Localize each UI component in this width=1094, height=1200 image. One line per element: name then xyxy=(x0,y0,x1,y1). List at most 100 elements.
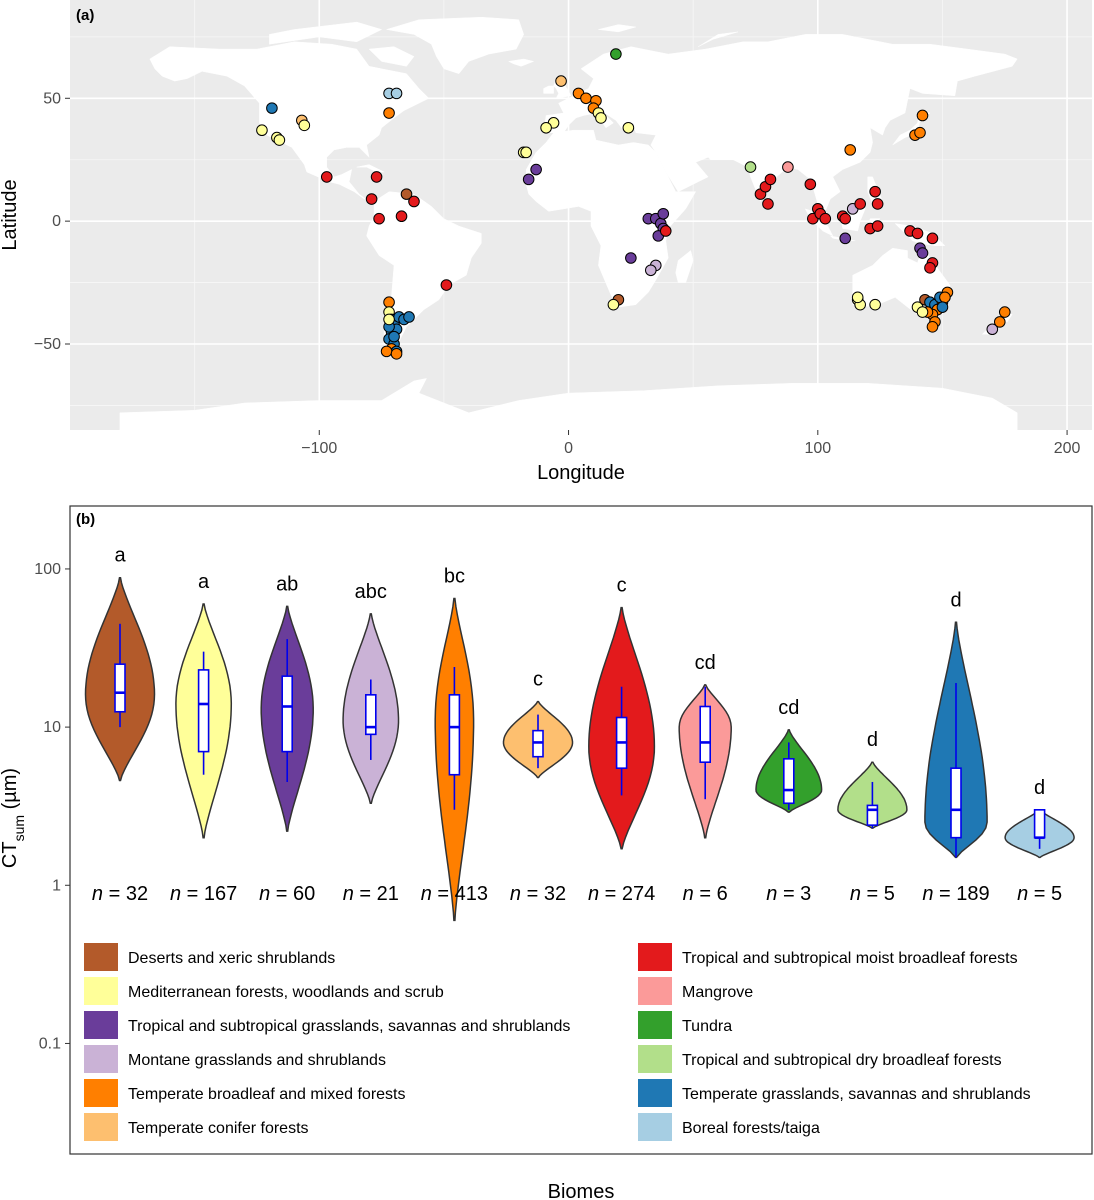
panel-b-violin: 0.1 1 10 100 a a ab abc bc c c cd cd d d d n = 32 n = 1… xyxy=(0,505,1093,1200)
land-cuba xyxy=(356,164,385,173)
map-point xyxy=(388,330,400,343)
map-point xyxy=(916,109,929,122)
map-point xyxy=(914,126,926,139)
land-iceland xyxy=(508,58,534,67)
map-point xyxy=(610,48,622,60)
sample-size-label: n = 32 xyxy=(510,883,566,905)
land-baffin xyxy=(368,46,415,67)
significance-letter: a xyxy=(114,545,126,567)
significance-letter: d xyxy=(1034,777,1045,799)
map-point xyxy=(936,301,949,313)
panel-b-label: (b) xyxy=(76,511,95,528)
map-point xyxy=(744,161,757,173)
box-iqr xyxy=(699,705,712,763)
significance-letter: c xyxy=(617,575,627,597)
map-point xyxy=(580,92,592,105)
box-iqr xyxy=(364,694,377,736)
significance-letter: bc xyxy=(444,566,465,588)
map-point xyxy=(373,212,385,225)
violin-x-axis-title: Biomes xyxy=(548,1181,615,1200)
significance-letter: d xyxy=(950,589,961,611)
box-iqr xyxy=(1033,809,1046,839)
map-point xyxy=(644,264,657,277)
map-point xyxy=(395,210,408,223)
land-antarctica xyxy=(119,378,1018,431)
sample-size-label: n = 6 xyxy=(683,883,728,905)
legend-label: Tropical and subtropical moist broadleaf… xyxy=(682,950,1018,967)
map-point xyxy=(320,171,333,183)
map-point xyxy=(400,188,413,200)
sample-size-label: n = 21 xyxy=(343,883,399,905)
map-point xyxy=(871,198,884,210)
map-point xyxy=(839,212,852,225)
sample-size-label: n = 274 xyxy=(588,883,655,905)
map-point xyxy=(365,193,378,205)
box-iqr xyxy=(866,804,879,826)
map-point xyxy=(530,163,542,176)
legend-label: Temperate conifer forests xyxy=(128,1120,309,1137)
legend-swatch xyxy=(84,943,118,971)
map-y-tick-label: 0 xyxy=(52,213,61,230)
map-point xyxy=(595,112,607,124)
land-novaya-zemlya xyxy=(697,31,739,47)
violin-y-ticks: 0.1 1 10 100 xyxy=(34,561,70,1052)
significance-letter: ab xyxy=(276,573,298,595)
box-iqr xyxy=(197,669,210,753)
legend-swatch xyxy=(84,1079,118,1107)
map-point xyxy=(926,321,939,333)
violin-y-tick-label: 10 xyxy=(43,719,61,736)
land-svalbard xyxy=(598,24,637,33)
map-point xyxy=(993,316,1006,328)
map-point xyxy=(782,161,794,173)
legend: Deserts and xeric shrublands Mediterranea… xyxy=(84,943,1031,1141)
sample-size-label: n = 167 xyxy=(170,883,237,905)
map-point xyxy=(383,296,395,309)
land-greenland xyxy=(386,16,524,74)
land-north-america xyxy=(149,41,430,202)
significance-letter: c xyxy=(533,669,543,691)
map-point xyxy=(926,232,939,245)
sample-size-label: n = 413 xyxy=(421,883,488,905)
legend-swatch xyxy=(84,977,118,1005)
map-point xyxy=(659,225,672,237)
map-point xyxy=(440,279,453,291)
box-iqr xyxy=(281,675,294,753)
map-point xyxy=(555,75,567,87)
map-point xyxy=(839,232,852,245)
box-iqr xyxy=(782,758,795,805)
violin-y-tick-label: 100 xyxy=(34,561,61,578)
map-x-tick-label: 0 xyxy=(564,440,573,457)
map-point xyxy=(256,124,268,137)
significance-letter: cd xyxy=(778,697,799,719)
box-iqr xyxy=(950,767,962,839)
map-point xyxy=(622,121,635,134)
map-y-tick-label: 50 xyxy=(43,90,61,107)
sample-size-label: n = 189 xyxy=(922,883,989,905)
violins xyxy=(84,576,1075,922)
map-point xyxy=(625,252,637,264)
map-point xyxy=(871,220,884,232)
map-point xyxy=(383,107,395,119)
legend-swatch xyxy=(638,1113,672,1141)
significance-letter: d xyxy=(867,729,878,751)
map-point xyxy=(273,134,286,146)
map-point xyxy=(380,345,393,358)
map-point xyxy=(383,313,395,326)
significance-letter: a xyxy=(198,571,210,593)
land-arctic-islands-ca xyxy=(269,21,382,45)
sample-size-label: n = 60 xyxy=(259,883,315,905)
map-point xyxy=(986,323,999,336)
legend-swatch xyxy=(84,1113,118,1141)
panel-a-label: (a) xyxy=(76,7,94,24)
map-point xyxy=(854,198,866,210)
legend-swatch xyxy=(638,1011,672,1039)
legend-label: Tropical and subtropical grasslands, sav… xyxy=(128,1018,570,1035)
map-point xyxy=(916,247,929,259)
map-point xyxy=(851,291,864,304)
land-madagascar xyxy=(675,250,694,283)
significance-letter: cd xyxy=(695,652,716,674)
legend-label: Temperate grasslands, savannas and shrub… xyxy=(682,1086,1031,1103)
sample-size-label: n = 32 xyxy=(92,883,148,905)
legend-swatch xyxy=(84,1011,118,1039)
